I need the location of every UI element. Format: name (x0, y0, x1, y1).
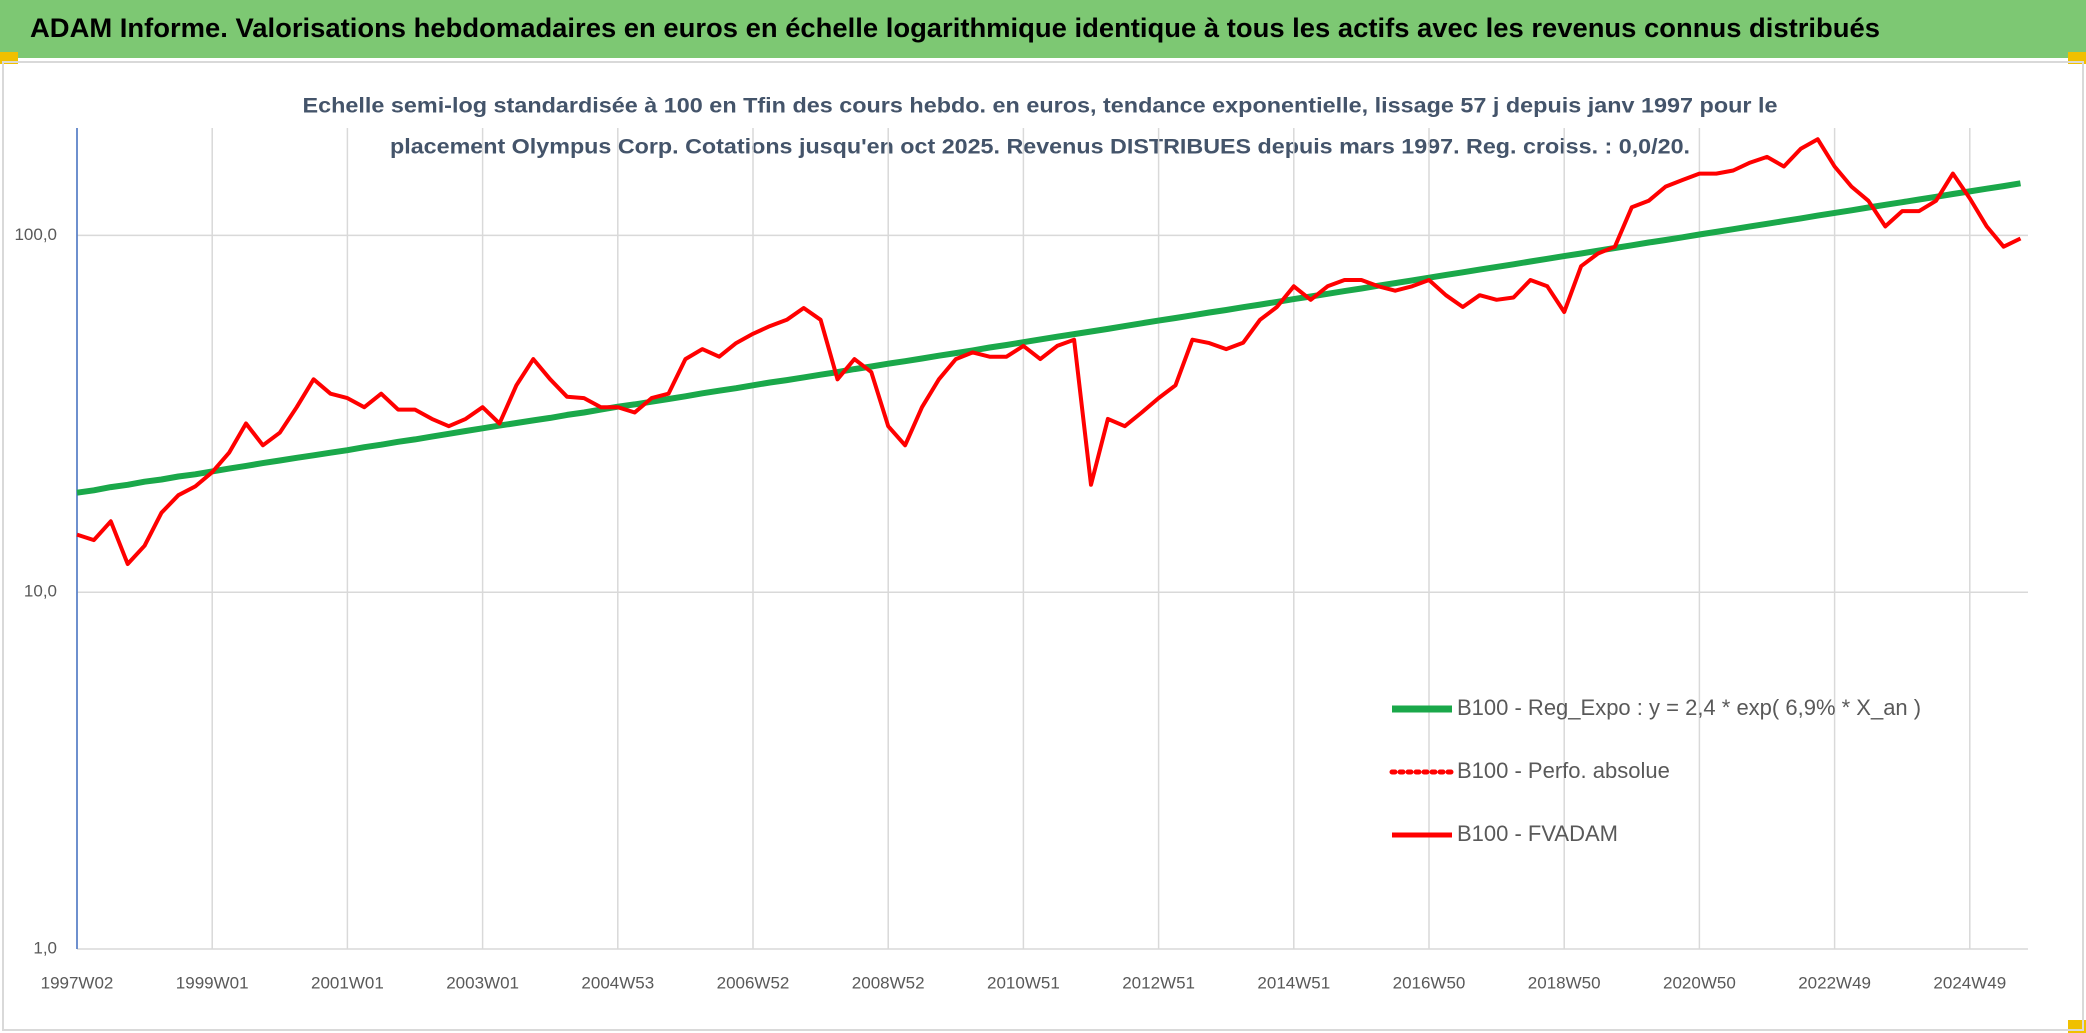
x-tick-label: 2001W01 (311, 973, 384, 992)
x-tick-label: 2012W51 (1122, 973, 1195, 992)
legend-label: B100 - FVADAM (1457, 821, 1618, 846)
x-tick-label: 2022W49 (1798, 973, 1871, 992)
chart-title: Echelle semi-log standardisée à 100 en T… (303, 95, 1778, 118)
x-tick-label: 2020W50 (1663, 973, 1736, 992)
x-tick-label: 2018W50 (1528, 973, 1601, 992)
legend-label: B100 - Perfo. absolue (1457, 758, 1670, 783)
plot (76, 137, 2022, 566)
x-tick-label: 2024W49 (1933, 973, 2006, 992)
x-tick-label: 1999W01 (176, 973, 249, 992)
x-tick-label: 2006W52 (717, 973, 790, 992)
y-tick-label: 100,0 (14, 225, 57, 244)
y-tick-label: 1,0 (33, 938, 57, 957)
x-tick-label: 2016W50 (1393, 973, 1466, 992)
header-title: ADAM Informe. Valorisations hebdomadaire… (30, 13, 1880, 43)
x-tick-label: 2008W52 (852, 973, 925, 992)
legend: B100 - Reg_Expo : y = 2,4 * exp( 6,9% * … (1389, 695, 1921, 846)
grid: 1,0 10,0 100,0 1997W02 1999W01 2001W01 2003W01… (14, 128, 2028, 992)
header-bar (0, 0, 2086, 58)
frame (2, 61, 2084, 1031)
x-tick-label: 2014W51 (1257, 973, 1330, 992)
y-tick-label: 10,0 (24, 582, 57, 601)
x-tick-label: 2010W51 (987, 973, 1060, 992)
series-line (76, 180, 2021, 496)
x-tick-label: 1997W02 (41, 973, 114, 992)
chart-title: placement Olympus Corp. Cotations jusqu'… (390, 136, 1690, 159)
series-line (76, 137, 2022, 566)
legend-label: B100 - Reg_Expo : y = 2,4 * exp( 6,9% * … (1457, 695, 1921, 720)
x-tick-label: 2004W53 (581, 973, 654, 992)
x-tick-label: 2003W01 (446, 973, 519, 992)
